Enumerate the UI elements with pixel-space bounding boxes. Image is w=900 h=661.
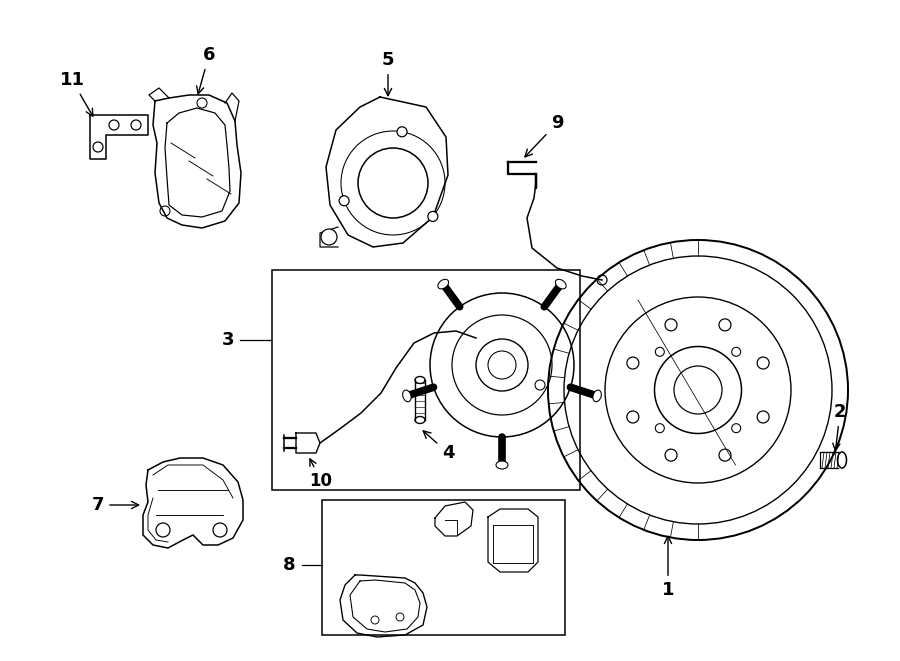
Text: 7: 7 xyxy=(92,496,139,514)
Ellipse shape xyxy=(437,280,448,289)
Text: 8: 8 xyxy=(284,556,296,574)
Circle shape xyxy=(358,148,428,218)
Text: 10: 10 xyxy=(310,459,332,490)
Circle shape xyxy=(339,196,349,206)
Text: 4: 4 xyxy=(423,431,454,462)
Bar xyxy=(272,270,580,490)
Ellipse shape xyxy=(496,461,508,469)
Ellipse shape xyxy=(402,390,411,402)
Text: 2: 2 xyxy=(832,403,846,451)
Ellipse shape xyxy=(555,280,566,289)
Circle shape xyxy=(397,127,407,137)
Text: 3: 3 xyxy=(221,331,234,349)
Text: 11: 11 xyxy=(59,71,93,116)
Text: 6: 6 xyxy=(196,46,215,94)
Text: 1: 1 xyxy=(662,536,674,599)
Circle shape xyxy=(428,212,437,221)
Text: 9: 9 xyxy=(525,114,563,157)
Ellipse shape xyxy=(593,390,601,402)
Text: 5: 5 xyxy=(382,51,394,96)
Bar xyxy=(322,500,565,635)
Circle shape xyxy=(321,229,337,245)
Ellipse shape xyxy=(415,377,425,383)
